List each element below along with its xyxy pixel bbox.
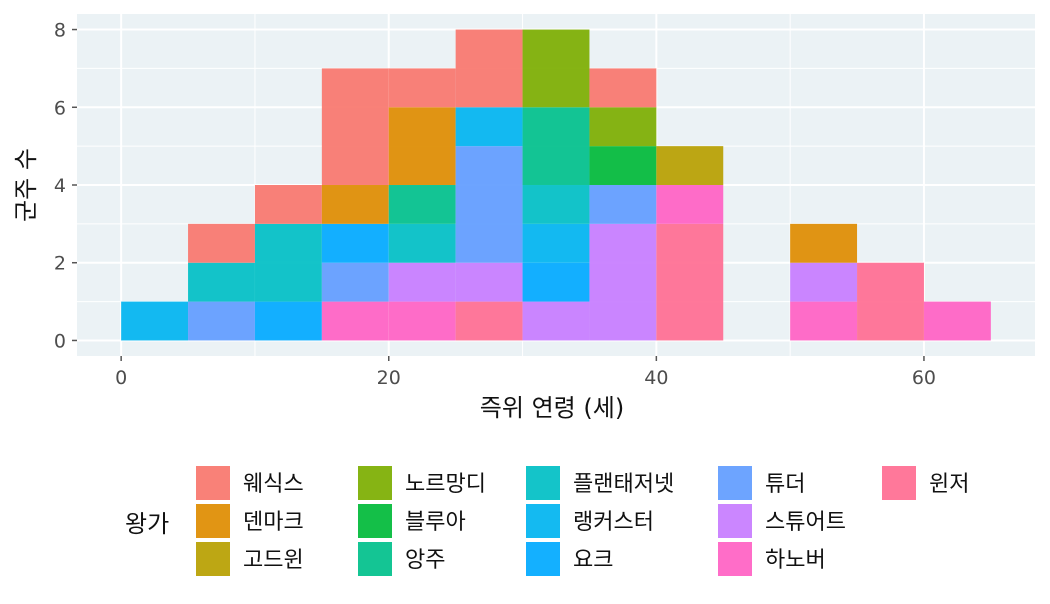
bar-segment: [388, 185, 456, 224]
legend-key: [526, 504, 560, 538]
bar-segment: [589, 68, 657, 108]
bar-segment: [321, 223, 389, 263]
legend-key: [718, 504, 752, 538]
legend-key: [196, 466, 230, 500]
bar-segment: [455, 301, 523, 341]
bar-segment: [656, 185, 724, 224]
legend-label: 앙주: [405, 548, 445, 573]
bar-segment: [321, 301, 389, 341]
legend-key: [718, 466, 752, 500]
bar-segment: [790, 262, 858, 302]
bar-segment: [254, 301, 322, 341]
bar-segment: [589, 107, 657, 147]
bar-segment: [923, 301, 991, 341]
bar-segment: [388, 107, 456, 185]
bar-segment: [589, 185, 657, 224]
legend-item: 윈저: [882, 466, 969, 500]
legend-label: 노르망디: [405, 472, 486, 497]
legend-item: 랭커스터: [526, 504, 654, 538]
legend-item: 웨식스: [196, 466, 304, 500]
x-tick-label: 20: [377, 367, 401, 389]
x-tick-label: 0: [115, 367, 127, 389]
y-tick-label: 4: [54, 175, 66, 197]
bar-segment: [188, 262, 255, 302]
legend-item: 하노버: [718, 542, 826, 576]
legend-item: 요크: [526, 542, 613, 576]
y-tick-label: 2: [54, 253, 66, 275]
legend-key: [358, 466, 392, 500]
legend-item: 스튜어트: [718, 504, 846, 538]
bar-segment: [455, 107, 523, 147]
legend-label: 웨식스: [243, 472, 304, 497]
legend-item: 튜더: [718, 466, 805, 500]
legend-label: 블루아: [405, 510, 466, 535]
legend-label: 고드윈: [243, 548, 304, 573]
legend-label: 덴마크: [243, 510, 304, 535]
bar-segment: [388, 262, 456, 302]
bar-segment: [790, 223, 858, 263]
bar-segment: [522, 262, 590, 302]
bar-segment: [188, 223, 255, 263]
bars-layer: [121, 29, 991, 341]
legend-label: 윈저: [929, 472, 969, 497]
bar-segment: [388, 223, 456, 263]
bar-segment: [522, 223, 590, 263]
legend-key: [358, 504, 392, 538]
bar-segment: [254, 185, 322, 224]
axes-layer: 0 20 40 60 0 2 4 6 8: [54, 20, 936, 389]
bar-segment: [656, 146, 724, 185]
y-tick-label: 0: [54, 330, 66, 352]
bar-segment: [254, 223, 322, 302]
x-tick-label: 40: [644, 367, 668, 389]
bar-segment: [656, 223, 724, 341]
legend-label: 플랜태저넷: [573, 472, 674, 497]
y-tick-label: 8: [54, 20, 66, 42]
legend-key: [718, 542, 752, 576]
bar-segment: [321, 185, 389, 224]
bar-segment: [121, 301, 189, 341]
legend-label: 랭커스터: [573, 510, 654, 535]
bar-segment: [388, 301, 456, 341]
bar-segment: [455, 146, 523, 263]
bar-segment: [455, 29, 523, 108]
legend-label: 스튜어트: [765, 510, 846, 535]
x-axis-label: 즉위 연령 (세): [480, 394, 624, 422]
bar-segment: [388, 68, 456, 108]
bar-segment: [522, 301, 590, 341]
bar-segment: [321, 68, 389, 185]
legend-key: [882, 466, 916, 500]
y-axis-label: 군주 수: [12, 148, 40, 222]
bar-segment: [522, 185, 590, 224]
x-tick-label: 60: [912, 367, 936, 389]
legend-label: 튜더: [765, 472, 805, 497]
legend-key: [526, 542, 560, 576]
legend-item: 덴마크: [196, 504, 304, 538]
bar-segment: [790, 301, 858, 341]
y-tick-label: 6: [54, 97, 66, 119]
legend-item: 플랜태저넷: [526, 466, 674, 500]
legend-item: 앙주: [358, 542, 445, 576]
legend-label: 요크: [573, 548, 613, 573]
legend-key: [358, 542, 392, 576]
legend-item: 고드윈: [196, 542, 304, 576]
legend-key: [196, 504, 230, 538]
legend-item: 노르망디: [358, 466, 486, 500]
bar-segment: [522, 29, 590, 108]
bar-segment: [522, 107, 590, 185]
legend-item: 블루아: [358, 504, 466, 538]
legend-key: [526, 466, 560, 500]
bar-segment: [321, 262, 389, 302]
bar-segment: [589, 146, 657, 185]
bar-segment: [188, 301, 255, 341]
legend-title: 왕가: [125, 510, 169, 538]
bar-segment: [455, 262, 523, 302]
bar-segment: [589, 223, 657, 341]
bar-segment: [857, 262, 924, 341]
legend-label: 하노버: [765, 548, 826, 573]
legend-key: [196, 542, 230, 576]
